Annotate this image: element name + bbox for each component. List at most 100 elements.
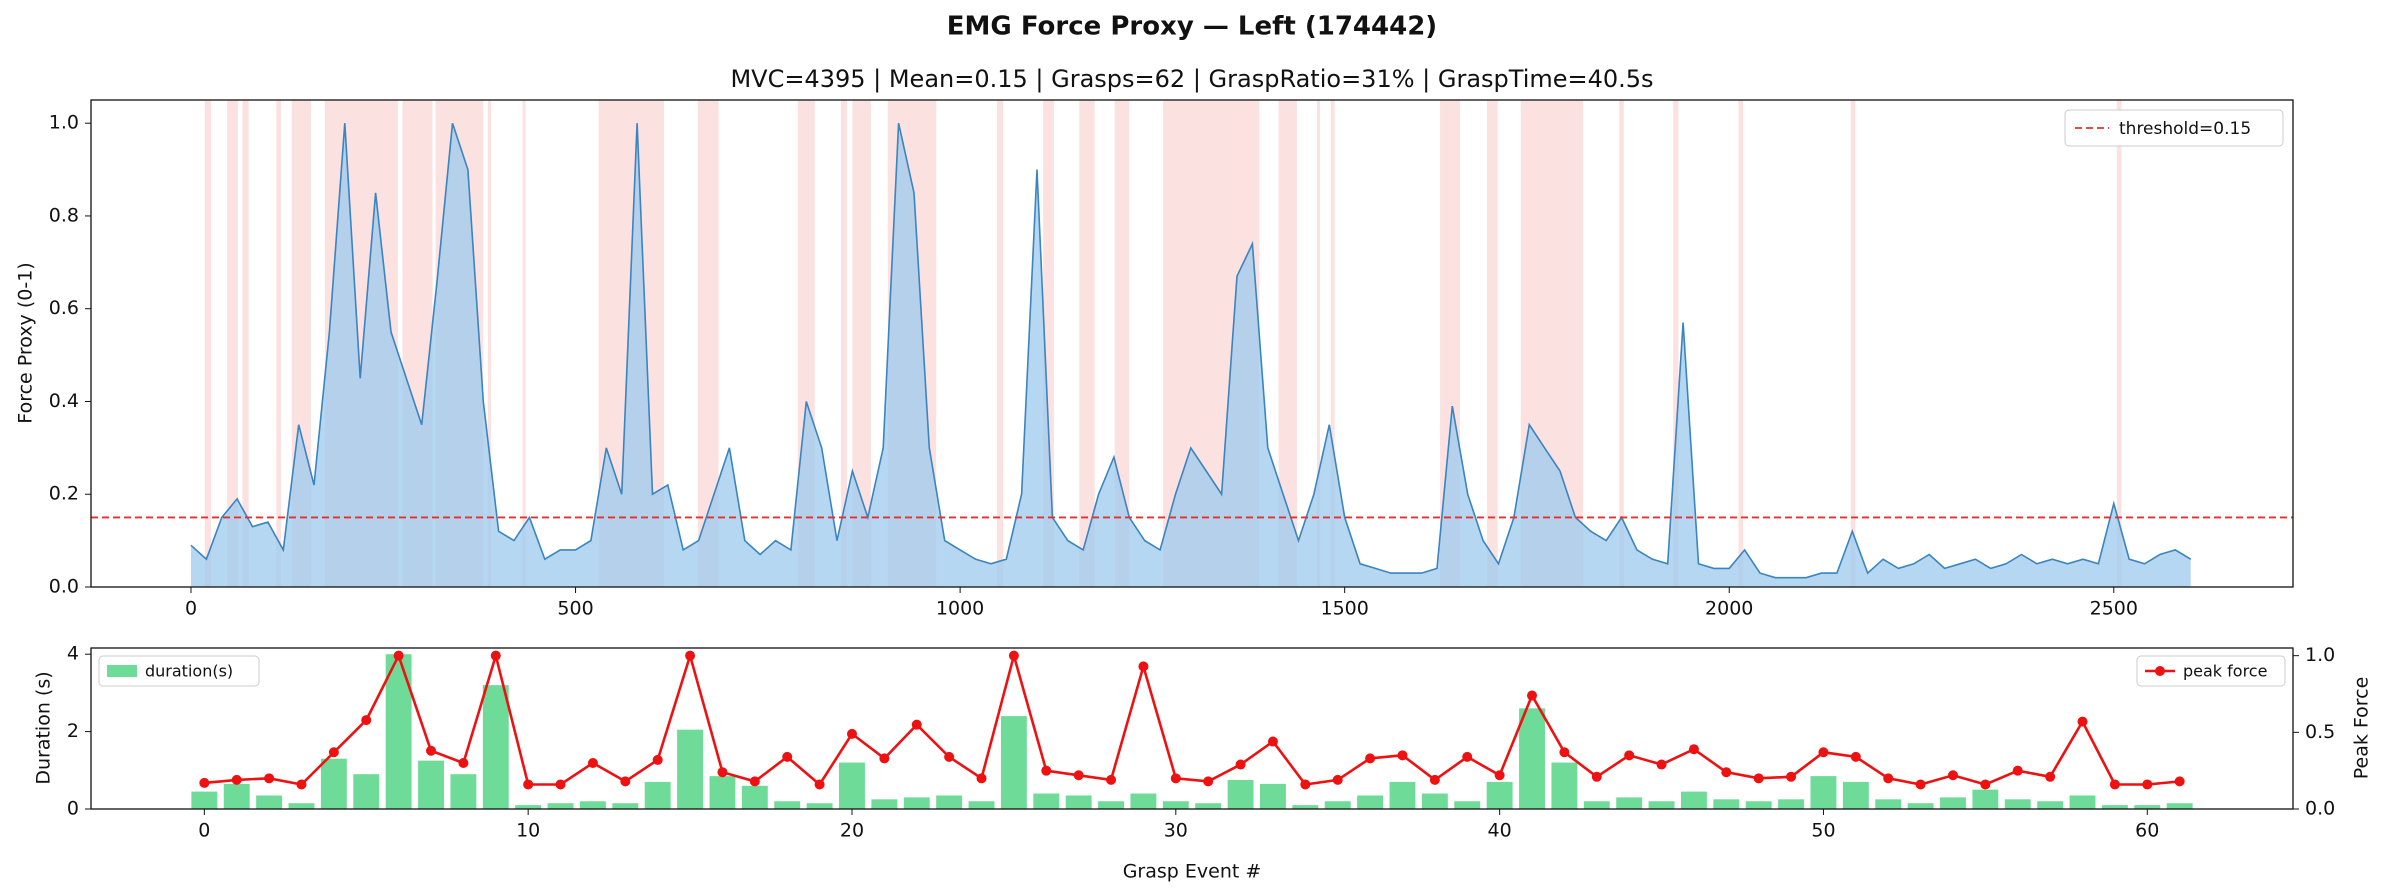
peak-force-point [2077, 716, 2088, 727]
grasp-region [840, 100, 848, 587]
peak-force-point [1267, 736, 1278, 747]
x-tick-label: 2000 [1705, 598, 1753, 620]
duration-bar [1616, 797, 1643, 809]
peak-force-point [749, 776, 760, 787]
grasp-region [1114, 100, 1130, 587]
duration-bar [968, 801, 995, 809]
duration-bar [2069, 795, 2096, 809]
legend-box [2064, 109, 2284, 147]
duration-bar [320, 758, 347, 809]
grasp-region [1079, 100, 1095, 587]
duration-bar [1227, 779, 1254, 809]
y-tick-label: 2 [67, 720, 79, 742]
grasp-region [1850, 100, 1856, 587]
duration-bar [1907, 803, 1934, 809]
peak-force-point [2109, 779, 2120, 790]
grasp-region [487, 100, 491, 587]
duration-bar [256, 795, 283, 809]
grasp-region [522, 100, 526, 587]
peak-force-point [1332, 774, 1343, 785]
duration-bar [385, 654, 412, 809]
duration-bar [2004, 799, 2031, 809]
peak-force-point [1041, 765, 1052, 776]
duration-bar [1648, 801, 1675, 809]
chart-title: MVC=4395 | Mean=0.15 | Grasps=62 | Grasp… [730, 65, 1653, 93]
duration-bar [1519, 708, 1545, 809]
peak-force-point [2012, 765, 2023, 776]
y-tick-label: 0.6 [49, 297, 79, 319]
x-tick-label: 60 [2135, 820, 2159, 842]
duration-bar [644, 781, 671, 809]
peak-force-point [523, 779, 534, 790]
peak-force-point [685, 650, 696, 661]
grasp-region [2116, 100, 2122, 587]
duration-bar [903, 797, 930, 809]
duration-bar [1713, 799, 1740, 809]
duration-bar [1357, 795, 1384, 809]
duration-bar [871, 799, 898, 809]
duration-bar [741, 785, 768, 809]
duration-bar [1195, 803, 1222, 809]
peak-force-point [1138, 661, 1149, 672]
duration-bar [1421, 793, 1448, 809]
peak-force-point [911, 719, 922, 730]
duration-bar [2166, 803, 2193, 809]
y2-axis-label: Peak Force [2351, 677, 2373, 780]
peak-force-point [1591, 771, 1602, 782]
peak-force-point [717, 767, 728, 778]
duration-bar [288, 803, 315, 809]
peak-force-point [2142, 779, 2153, 790]
peak-force-point [1624, 750, 1635, 761]
x-tick-label: 0 [185, 598, 197, 620]
peak-force-point [393, 650, 404, 661]
peak-force-point [2045, 771, 2056, 782]
grasp-region [1278, 100, 1297, 587]
peak-force-point [328, 747, 339, 758]
x-tick-label: 1500 [1320, 598, 1368, 620]
peak-force-point [1365, 753, 1376, 764]
grasp-region [276, 100, 281, 587]
duration-bar [2134, 805, 2161, 809]
peak-force-point [814, 779, 825, 790]
peak-force-point [1494, 770, 1505, 781]
peak-force-point [1721, 767, 1732, 778]
duration-bar [1551, 762, 1578, 809]
peak-force-point [1397, 750, 1408, 761]
peak-force-point [1656, 759, 1667, 770]
duration-bar [515, 805, 542, 809]
peak-force-point [1008, 650, 1019, 661]
duration-bar [1162, 801, 1189, 809]
duration-bar [1292, 805, 1319, 809]
peak-force-point [1947, 770, 1958, 781]
peak-force-point [1462, 751, 1473, 762]
peak-force-point [1980, 779, 1991, 790]
duration-bar [579, 801, 606, 809]
duration-bar [774, 801, 801, 809]
grasp-region [204, 100, 211, 587]
peak-force-point [846, 728, 857, 739]
x-axis-label: Grasp Event # [1123, 861, 1262, 883]
duration-bar [1810, 776, 1837, 809]
y-tick-label: 1.0 [49, 112, 79, 134]
peak-force-point [1235, 759, 1246, 770]
legend-box [98, 655, 260, 687]
duration-bar [353, 774, 380, 809]
y2-tick-label: 0.5 [2305, 721, 2335, 743]
x-tick-label: 20 [840, 820, 864, 842]
grasp-region [1619, 100, 1624, 587]
peak-force-point [361, 715, 372, 726]
peak-force-point [879, 753, 890, 764]
grasp-region [697, 100, 719, 587]
duration-bar [1486, 781, 1513, 809]
duration-bar [191, 791, 218, 809]
grasp-region [997, 100, 1004, 587]
grasp-region [242, 100, 249, 587]
duration-bar [1745, 801, 1772, 809]
legend-label: threshold=0.15 [2119, 119, 2251, 139]
grasp-region [1316, 100, 1321, 587]
duration-bar [806, 803, 833, 809]
duration-bar [482, 685, 509, 809]
x-tick-label: 30 [1164, 820, 1188, 842]
